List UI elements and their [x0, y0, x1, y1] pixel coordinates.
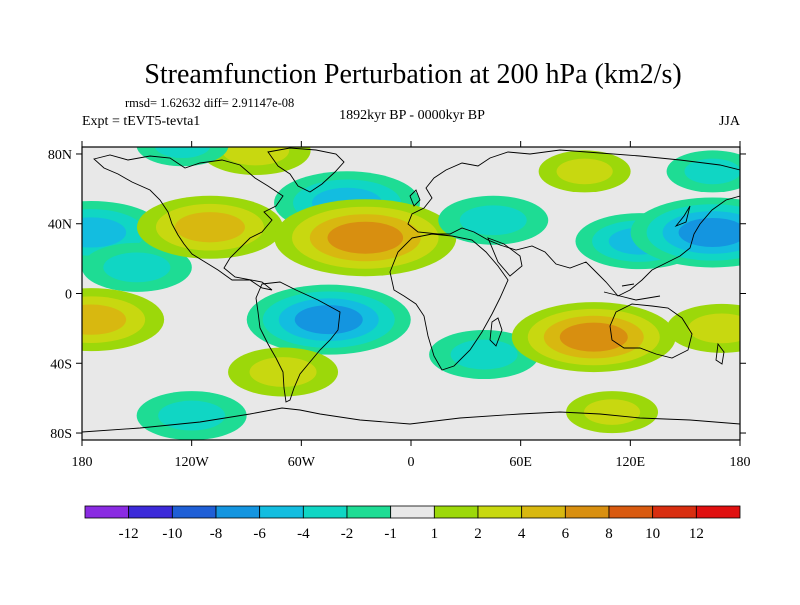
- contour-level: [583, 399, 641, 425]
- contour-feature: [438, 195, 549, 245]
- contour-level: [327, 221, 404, 254]
- colorbar-label: -6: [253, 526, 266, 542]
- coast-new-zealand: [715, 342, 725, 365]
- colorbar-label: 10: [645, 526, 660, 542]
- colorbar-label: 8: [605, 526, 613, 542]
- coastlines: [82, 147, 740, 433]
- experiment-label: Expt = tEVT5-tevta1: [82, 114, 200, 129]
- contour-level: [294, 305, 363, 335]
- colorbar: -12 -10 -8 -6 -4 -2 -1 1 2 4 6 8 10 12: [84, 505, 741, 542]
- contour-level: [450, 339, 518, 370]
- coast-madagascar: [489, 317, 503, 347]
- colorbar-swatch: [564, 505, 610, 519]
- y-tick-label: 40N: [48, 218, 72, 233]
- axis-ticks: 180 120W 60W 0 60E 120E 180 80N 40N 0 40S 80S: [48, 141, 751, 470]
- coast-antarctica: [82, 407, 740, 433]
- contour-feature: [666, 150, 740, 193]
- map-title: Streamfunction Perturbation at 200 hPa (…: [144, 59, 681, 90]
- contour-feature: [566, 391, 659, 434]
- x-tick-label: 180: [730, 455, 751, 470]
- colorbar-label: -8: [210, 526, 223, 542]
- colorbar-swatch: [84, 505, 130, 519]
- season-label: JJA: [719, 114, 741, 129]
- period-label: 1892kyr BP - 0000kyr BP: [339, 108, 485, 123]
- coast-north-america: [93, 154, 284, 291]
- colorbar-swatch: [171, 505, 217, 519]
- colorbar-swatch: [652, 505, 697, 519]
- contour-level: [684, 158, 740, 185]
- coast-uk: [409, 189, 421, 207]
- contour-feature: [511, 302, 676, 373]
- colorbar-label: -1: [384, 526, 397, 542]
- colorbar-swatch: [302, 505, 348, 519]
- contour-feature: [630, 197, 740, 268]
- contour-level: [174, 212, 245, 243]
- contour-feature: [274, 199, 457, 277]
- coast-greenland: [267, 147, 345, 193]
- y-tick-label: 80N: [48, 148, 72, 163]
- colorbar-swatch: [695, 505, 741, 519]
- colorbar-label: 4: [518, 526, 526, 542]
- map-panel: 180 120W 60W 0 60E 120E 180 80N 40N 0 40S 80S: [48, 141, 751, 470]
- y-tick-label: 80S: [50, 427, 72, 442]
- contour-feature: [136, 195, 283, 259]
- colorbar-swatch: [433, 505, 479, 519]
- colorbar-swatch: [521, 505, 566, 519]
- contour-level: [459, 205, 527, 236]
- contour-level: [222, 147, 290, 166]
- x-tick-label: 0: [408, 455, 415, 470]
- y-tick-label: 40S: [50, 357, 72, 372]
- x-tick-label: 120W: [175, 455, 210, 470]
- contour-feature: [82, 242, 192, 292]
- colorbar-swatch: [477, 505, 523, 519]
- contour-level: [688, 313, 740, 344]
- coast-africa: [389, 233, 509, 371]
- colorbar-swatch: [259, 505, 304, 519]
- x-tick-label: 60E: [509, 455, 532, 470]
- contour-feature: [136, 391, 247, 440]
- coast-eurasia: [407, 149, 740, 297]
- colorbar-label: -12: [119, 526, 139, 542]
- colorbar-swatch: [215, 505, 261, 519]
- contour-level: [103, 252, 171, 283]
- colorbar-label: 12: [689, 526, 704, 542]
- colorbar-label: -4: [297, 526, 310, 542]
- coast-australia: [609, 303, 693, 359]
- colorbar-swatch: [128, 505, 173, 519]
- contour-level: [678, 217, 740, 247]
- colorbar-label: 6: [562, 526, 570, 542]
- contour-fields: [82, 147, 740, 440]
- contour-feature: [82, 288, 165, 352]
- contour-feature: [246, 284, 411, 355]
- contour-level: [154, 147, 211, 159]
- contour-level: [136, 147, 229, 167]
- colorbar-label: 1: [431, 526, 439, 542]
- coast-japan: [674, 205, 691, 228]
- colorbar-swatch: [346, 505, 392, 519]
- contour-level: [82, 304, 127, 335]
- colorbar-label: 2: [474, 526, 482, 542]
- contour-feature: [666, 303, 740, 353]
- contour-feature: [538, 150, 631, 193]
- contour-level: [158, 400, 226, 431]
- colorbar-label: -10: [162, 526, 182, 542]
- x-tick-label: 180: [72, 455, 93, 470]
- contour-level: [559, 322, 628, 352]
- contour-level: [82, 217, 127, 248]
- coast-south-america: [255, 281, 341, 403]
- colorbar-swatch: [608, 505, 654, 519]
- contour-level: [556, 158, 613, 185]
- colorbar-swatch: [390, 505, 435, 519]
- y-tick-label: 0: [65, 288, 72, 303]
- stats-label: rmsd= 1.62632 diff= 2.91147e-08: [125, 96, 294, 110]
- coast-arabia: [487, 237, 523, 277]
- x-tick-label: 60W: [288, 455, 316, 470]
- contour-feature: [136, 147, 229, 167]
- x-tick-label: 120E: [616, 455, 646, 470]
- coast-indonesia: [603, 283, 661, 301]
- contour-feature: [429, 330, 540, 380]
- colorbar-label: -2: [341, 526, 354, 542]
